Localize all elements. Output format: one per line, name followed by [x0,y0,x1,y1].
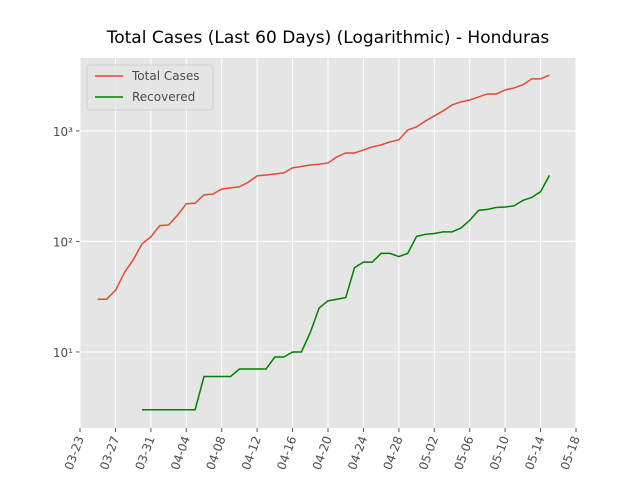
y-tick-label: 10³ [53,125,73,139]
x-tick-label: 04-04 [168,434,193,472]
chart-title: Total Cases (Last 60 Days) (Logarithmic)… [106,28,550,48]
x-tick-label: 05-06 [451,434,476,472]
x-tick-label: 04-20 [310,434,335,472]
y-tick-label: 10² [53,235,73,249]
x-tick-label: 04-12 [239,434,264,472]
x-tick-label: 05-18 [558,434,583,472]
x-tick-label: 03-27 [97,434,122,472]
y-tick-label: 10¹ [53,346,73,360]
x-tick-label: 04-24 [345,434,370,472]
x-tick-label: 04-08 [203,434,228,472]
data-line [97,74,550,300]
data-line [142,175,551,411]
x-tick-label: 05-02 [416,434,441,472]
x-tick-label: 04-28 [381,434,406,472]
x-tick-label: 04-16 [274,434,299,472]
legend-label: Total Cases [131,69,199,83]
x-tick-label: 03-31 [133,434,158,472]
x-tick-label: 03-23 [62,434,87,472]
series-group [97,74,551,411]
x-tick-label: 05-10 [487,434,512,472]
x-tick-label: 05-14 [522,434,547,472]
legend-label: Recovered [132,90,195,104]
